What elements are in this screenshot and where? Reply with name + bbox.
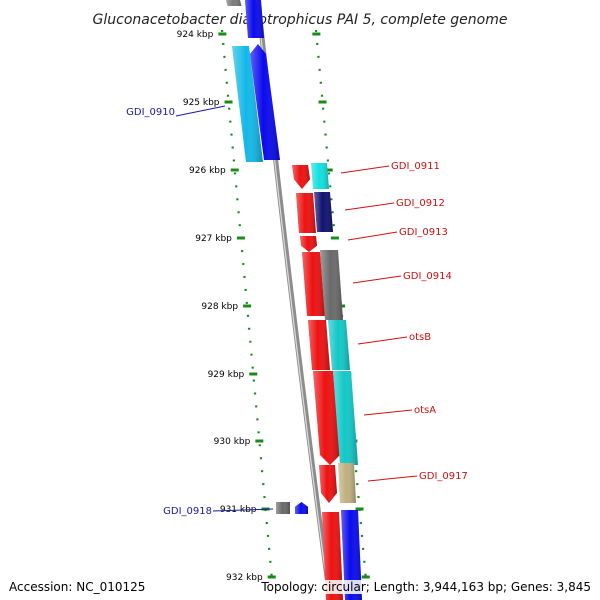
leader-line-right [363,409,413,416]
GDI_0913-gene-shading [300,236,317,252]
GDI_0912-cds[interactable] [314,192,333,232]
bottom-red-feature-shading [322,512,343,600]
GDI_0918-gene-shading [276,502,290,514]
top-gray-feature-shading [226,0,242,6]
tick-label: 927 kbp [195,234,232,244]
GDI_0911-cds[interactable] [311,163,329,189]
gene-label-otsB[interactable]: otsB [409,332,431,343]
gene-label-otsA[interactable]: otsA [414,405,436,416]
tick-label: 925 kbp [183,98,220,108]
GDI_0914-cds-shading [320,250,343,320]
tick-label: 928 kbp [201,302,238,312]
GDI_0917-cds[interactable] [338,463,356,503]
tick-label: 924 kbp [177,30,214,40]
GDI_0912-gene[interactable] [296,193,316,233]
gene-label-GDI_0914[interactable]: GDI_0914 [403,271,452,282]
GDI_0912-cds-shading [314,192,333,232]
GDI_0911-cds-shading [311,163,329,189]
GDI_0914-gene-shading [302,252,325,316]
otsB-cds-shading [328,320,350,370]
GDI_0918-gene[interactable] [276,502,290,514]
tick-label: 932 kbp [226,573,263,583]
GDI_0910-gene[interactable] [250,44,280,160]
gene-label-GDI_0910[interactable]: GDI_0910 [126,107,175,118]
bottom-red-feature[interactable] [322,512,343,600]
gene-label-GDI_0911[interactable]: GDI_0911 [391,161,440,172]
accession-text: Accession: NC_010125 [9,580,146,594]
GDI_0911-gene[interactable] [292,165,310,189]
gene-label-GDI_0918[interactable]: GDI_0918 [163,506,212,517]
GDI_0910-gene-shading [250,44,280,160]
otsA-gene-shading [313,371,340,465]
leader-line-right [357,336,408,345]
gene-label-GDI_0912[interactable]: GDI_0912 [396,198,445,209]
bottom-blue-feature[interactable] [341,510,362,600]
label-leaders [175,105,418,512]
GDI_0917-gene[interactable] [319,465,337,503]
gene-label-GDI_0913[interactable]: GDI_0913 [399,227,448,238]
feature-labels: GDI_0910 GDI_0918 GDI_0911 GDI_0912 GDI_0913… [126,107,468,517]
genome-summary-text: Topology: circular; Length: 3,944,163 bp… [261,580,591,594]
left-tick-guide [220,29,274,581]
top-gray-feature[interactable] [226,0,242,6]
leader-line-right [347,231,398,241]
GDI_0913-gene[interactable] [300,236,317,252]
tick-label: 930 kbp [214,437,251,447]
GDI_0910-cds-shading [232,46,263,162]
tick-label: 929 kbp [208,370,245,380]
leader-line-left [175,105,226,117]
gene-label-GDI_0917[interactable]: GDI_0917 [419,471,468,482]
feature-track [226,0,362,600]
map-title: Gluconacetobacter diazotrophicus PAI 5, … [93,12,508,28]
right-tick-guide [314,29,368,581]
otsA-gene[interactable] [313,371,340,465]
leader-line-right [344,202,395,211]
GDI_0912-gene-shading [296,193,316,233]
bottom-blue-feature-shading [341,510,362,600]
otsA-cds-shading [333,371,358,465]
otsB-gene-shading [308,320,330,370]
GDI_0910-cds[interactable] [232,46,263,162]
GDI_0918-cds[interactable] [295,502,308,514]
tick-label: 926 kbp [189,166,226,176]
leader-line-right [367,475,418,482]
otsB-gene[interactable] [308,320,330,370]
GDI_0918-cds-shading [295,502,308,514]
GDI_0917-cds-shading [338,463,356,503]
GDI_0911-gene-shading [292,165,310,189]
otsB-cds[interactable] [328,320,350,370]
top-blue-feature-shading [245,0,264,38]
otsA-cds[interactable] [333,371,358,465]
leader-line-right [352,275,402,284]
GDI_0917-gene-shading [319,465,337,503]
leader-line-right [340,165,390,174]
GDI_0914-gene[interactable] [302,252,325,316]
top-blue-feature[interactable] [245,0,264,38]
leader-line-left [212,508,274,512]
GDI_0914-cds[interactable] [320,250,343,320]
